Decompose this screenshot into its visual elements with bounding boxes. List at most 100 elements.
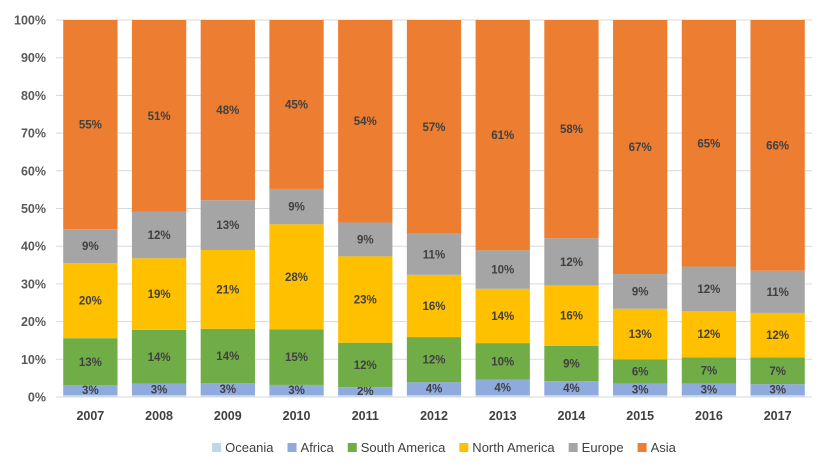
- bar-segment-asia: [475, 20, 530, 251]
- bar-segment-africa: [338, 387, 393, 396]
- data-label: 61%: [491, 130, 514, 142]
- data-label: 57%: [422, 122, 445, 134]
- bar-segment-north-america: [613, 308, 668, 360]
- data-label: 67%: [629, 142, 652, 154]
- data-label: 12%: [697, 284, 720, 296]
- data-label: 3%: [701, 384, 718, 396]
- bar-segment-asia: [338, 20, 393, 223]
- bar-segment-africa: [200, 383, 255, 396]
- bar-segment-north-america: [269, 224, 324, 330]
- bar-segment-europe: [269, 188, 324, 225]
- data-label: 12%: [560, 257, 583, 269]
- bar-segment-north-america: [63, 263, 118, 339]
- data-label: 12%: [148, 230, 171, 242]
- y-axis: 0% 10% 20% 30% 40% 50% 60% 70% 80% 90% 100%: [14, 14, 46, 405]
- data-label: 10%: [491, 265, 514, 277]
- y-tick-label: 10%: [21, 353, 46, 367]
- y-tick-label: 90%: [21, 51, 46, 65]
- bar-segment-europe: [613, 274, 668, 309]
- y-tick-label: 40%: [21, 240, 46, 254]
- bar-segment-north-america: [406, 274, 462, 338]
- data-label: 3%: [82, 385, 99, 397]
- y-tick-label: 70%: [21, 127, 46, 141]
- data-label: 20%: [79, 296, 102, 308]
- bar-segment-oceania: [475, 395, 530, 397]
- data-label: 66%: [766, 140, 789, 152]
- y-tick-label: 50%: [21, 202, 46, 216]
- x-tick-label: 2009: [214, 409, 242, 423]
- bar-segment-africa: [475, 379, 530, 396]
- data-label: 11%: [766, 287, 788, 299]
- bar-segment-south-america: [475, 343, 530, 380]
- bar-segment-south-america: [613, 359, 668, 384]
- bar-segment-oceania: [681, 395, 737, 397]
- legend-swatch: [637, 443, 647, 452]
- bars: 3% 13% 20% 9% 55% 3% 14% 19% 12% 51% 3% 14% 21% 13% 48…: [63, 20, 805, 398]
- legend-swatch: [287, 443, 297, 452]
- bar-segment-africa: [269, 384, 324, 396]
- legend-swatch: [212, 443, 222, 452]
- data-label: 28%: [285, 272, 308, 284]
- data-label: 65%: [697, 138, 720, 150]
- legend-label: Asia: [651, 440, 677, 455]
- y-tick-label: 20%: [21, 315, 46, 329]
- bar-segment-europe: [63, 229, 118, 264]
- data-label: 3%: [288, 385, 305, 397]
- bar-segment-asia: [200, 20, 255, 201]
- bar-segment-europe: [475, 250, 530, 289]
- bar-segment-south-america: [406, 337, 462, 383]
- bar-segment-africa: [613, 383, 668, 396]
- data-label: 4%: [426, 384, 443, 396]
- bar-segment-oceania: [406, 395, 462, 397]
- bar-segment-europe: [406, 233, 462, 275]
- data-label: 13%: [79, 357, 102, 369]
- data-label: 51%: [148, 111, 171, 123]
- bar-segment-asia: [63, 20, 118, 230]
- bar-segment-asia: [269, 20, 324, 189]
- bar-segment-north-america: [750, 312, 805, 358]
- y-tick-label: 0%: [28, 391, 46, 405]
- data-label: 7%: [769, 366, 786, 378]
- data-label: 12%: [697, 329, 720, 341]
- legend-item: Africa: [287, 440, 335, 455]
- legend-item: Asia: [637, 440, 677, 455]
- bar-segment-oceania: [269, 395, 324, 397]
- x-tick-label: 2015: [626, 409, 654, 423]
- x-tick-label: 2010: [283, 409, 311, 423]
- data-label: 4%: [494, 382, 511, 394]
- bar-segment-oceania: [131, 395, 187, 397]
- bar-segment-south-america: [269, 329, 324, 385]
- data-label: 45%: [285, 99, 308, 111]
- data-label: 12%: [354, 360, 377, 372]
- data-label: 21%: [216, 284, 239, 296]
- bar-segment-asia: [681, 20, 737, 267]
- data-label: 15%: [285, 352, 308, 364]
- legend-item: North America: [459, 440, 555, 455]
- legend-label: North America: [472, 440, 555, 455]
- y-tick-label: 80%: [21, 89, 46, 103]
- data-label: 19%: [148, 289, 171, 301]
- x-axis: 2007 2008 2009 2010 2011 2012 2013 2014 2015 2016…: [56, 396, 812, 423]
- legend-label: South America: [361, 440, 446, 455]
- data-label: 11%: [423, 249, 445, 261]
- data-label: 23%: [354, 295, 377, 307]
- data-label: 58%: [560, 124, 583, 136]
- data-label: 9%: [288, 202, 305, 214]
- legend-label: Europe: [582, 440, 624, 455]
- bar-segment-north-america: [544, 285, 599, 346]
- data-label: 16%: [560, 311, 583, 323]
- bar-segment-asia: [750, 20, 805, 271]
- x-tick-label: 2011: [352, 409, 379, 423]
- data-label: 3%: [220, 384, 237, 396]
- data-label: 9%: [357, 234, 374, 246]
- bar-segment-south-america: [681, 357, 737, 384]
- x-tick-label: 2007: [76, 409, 104, 423]
- legend-swatch: [568, 443, 578, 452]
- bar-segment-africa: [406, 382, 462, 396]
- data-label: 4%: [563, 383, 580, 395]
- data-label: 13%: [216, 220, 239, 232]
- legend-label: Oceania: [225, 440, 274, 455]
- bar-segment-north-america: [200, 249, 255, 329]
- bar-segment-north-america: [338, 256, 393, 343]
